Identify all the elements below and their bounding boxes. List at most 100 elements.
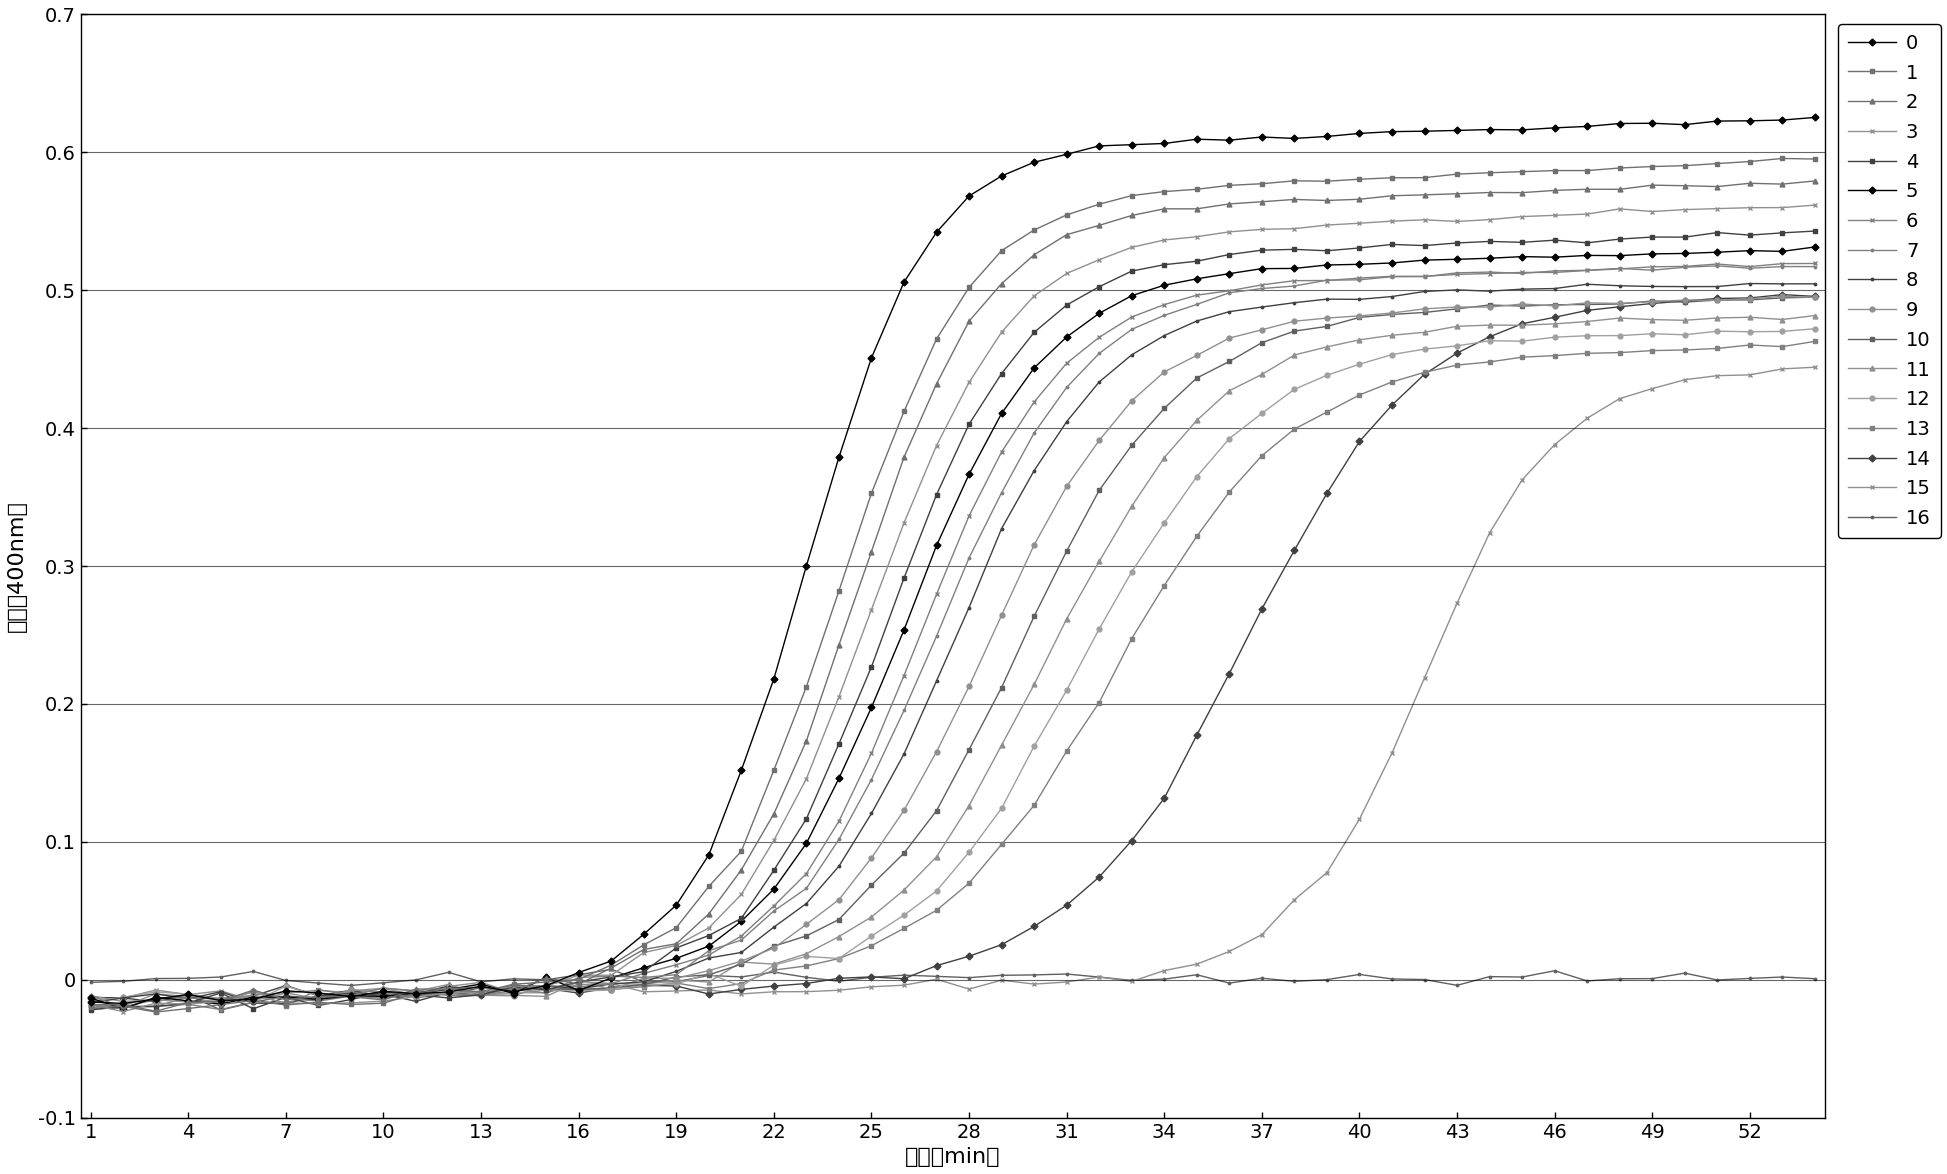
15 [80,991,103,1005]
11 [405,984,428,998]
2 [1803,174,1826,188]
2 [1055,228,1079,242]
6 [730,929,753,943]
10 [405,987,428,1001]
5 [1120,289,1143,303]
14 [80,991,103,1005]
7 [1120,323,1143,337]
1 [1055,208,1079,222]
13 [1283,421,1306,436]
15 [1283,892,1306,906]
7 [1706,258,1729,272]
5 [1283,262,1306,276]
9 [405,991,428,1005]
15 [1803,360,1826,375]
16 [405,973,428,987]
Line: 14: 14 [88,292,1817,1004]
11 [1120,499,1143,513]
12 [241,994,265,1008]
5 [761,882,785,896]
15 [241,993,265,1007]
7 [1803,259,1826,274]
2 [80,998,103,1012]
12 [1283,383,1306,397]
15 [761,985,785,999]
7 [1283,279,1306,294]
1 [144,1005,167,1019]
5 [111,1001,134,1016]
0 [761,672,785,686]
0 [111,997,134,1011]
9 [1803,290,1826,304]
11 [1055,612,1079,626]
0 [405,986,428,1000]
Line: 11: 11 [88,313,1817,1005]
13 [80,997,103,1011]
10 [1153,402,1176,416]
1 [1153,184,1176,198]
11 [1283,348,1306,362]
7 [80,989,103,1003]
8 [1153,329,1176,343]
4 [80,1003,103,1017]
0 [1153,136,1176,150]
8 [1055,414,1079,429]
1 [761,763,785,777]
Line: 16: 16 [88,967,1817,987]
9 [1770,289,1793,303]
15 [405,987,428,1001]
12 [1153,515,1176,529]
4 [372,985,395,999]
8 [1120,348,1143,362]
8 [1283,296,1306,310]
16 [1316,972,1340,986]
14 [761,979,785,993]
14 [1153,791,1176,805]
8 [275,997,298,1011]
Line: 6: 6 [88,261,1817,1011]
12 [1120,565,1143,579]
6 [80,1001,103,1016]
Line: 0: 0 [88,115,1817,1006]
9 [1283,315,1306,329]
4 [1120,264,1143,278]
12 [80,994,103,1008]
16 [600,963,623,977]
16 [794,970,818,984]
12 [1055,683,1079,697]
10 [761,939,785,953]
3 [761,834,785,848]
1 [1283,174,1306,188]
Y-axis label: 浓度（400nm）: 浓度（400nm） [8,500,27,632]
6 [1088,330,1112,344]
14 [405,987,428,1001]
3 [80,998,103,1012]
0 [1803,110,1826,124]
1 [1770,151,1793,166]
9 [111,999,134,1013]
16 [80,976,103,990]
16 [1803,972,1826,986]
8 [1803,277,1826,291]
13 [1055,744,1079,758]
10 [80,993,103,1007]
14 [1803,289,1826,303]
16 [1153,972,1176,986]
15 [1153,964,1176,978]
10 [1120,438,1143,452]
3 [1120,241,1143,255]
2 [1283,193,1306,207]
Line: 12: 12 [88,326,1817,1004]
11 [761,957,785,971]
9 [761,942,785,956]
2 [761,807,785,821]
1 [1803,151,1826,166]
7 [1153,309,1176,323]
Line: 2: 2 [88,178,1817,1013]
10 [1803,290,1826,304]
14 [1120,834,1143,848]
Line: 13: 13 [88,339,1817,1008]
12 [761,958,785,972]
16 [1186,967,1209,981]
5 [80,991,103,1005]
